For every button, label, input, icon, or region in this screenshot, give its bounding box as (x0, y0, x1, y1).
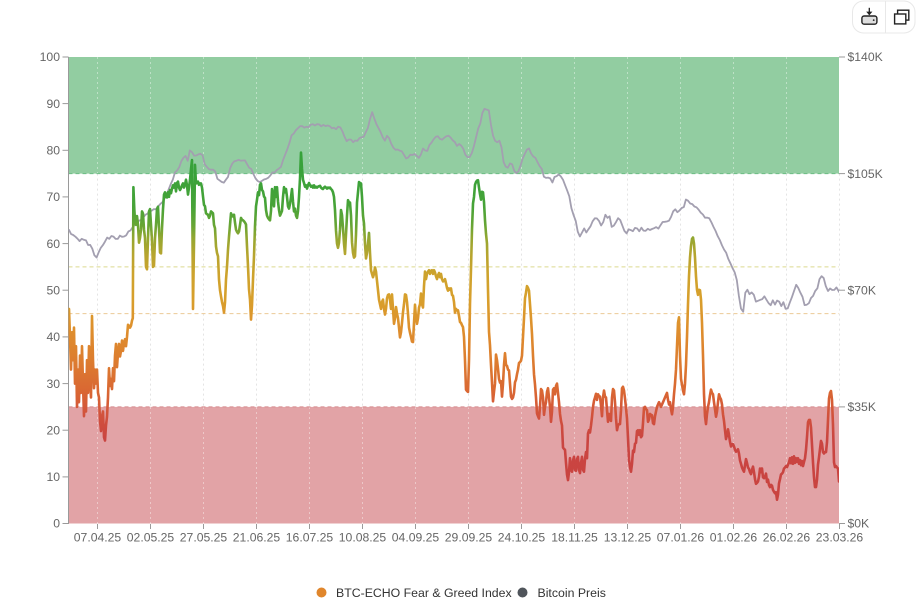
svg-text:23.03.26: 23.03.26 (816, 531, 864, 545)
svg-text:$0K: $0K (848, 517, 870, 531)
svg-text:30: 30 (46, 377, 60, 391)
svg-text:50: 50 (46, 283, 60, 297)
svg-text:13.12.25: 13.12.25 (604, 531, 652, 545)
svg-text:16.07.25: 16.07.25 (286, 531, 334, 545)
svg-text:26.02.26: 26.02.26 (763, 531, 811, 545)
svg-text:21.06.25: 21.06.25 (233, 531, 281, 545)
svg-text:18.11.25: 18.11.25 (551, 531, 598, 545)
svg-text:Bitcoin Preis: Bitcoin Preis (538, 586, 606, 600)
svg-text:27.05.25: 27.05.25 (180, 531, 228, 545)
svg-text:10: 10 (46, 470, 60, 484)
svg-text:20: 20 (46, 423, 60, 437)
svg-text:04.09.25: 04.09.25 (392, 531, 440, 545)
svg-text:$105K: $105K (848, 167, 883, 181)
svg-text:$35K: $35K (848, 400, 876, 414)
svg-text:100: 100 (40, 50, 61, 64)
svg-text:02.05.25: 02.05.25 (127, 531, 175, 545)
svg-text:70: 70 (46, 190, 60, 204)
svg-text:10.08.25: 10.08.25 (339, 531, 387, 545)
svg-text:40: 40 (46, 330, 60, 344)
svg-text:0: 0 (53, 517, 60, 531)
svg-text:BTC-ECHO Fear & Greed Index: BTC-ECHO Fear & Greed Index (336, 586, 512, 600)
svg-text:60: 60 (46, 237, 60, 251)
svg-text:07.04.25: 07.04.25 (74, 531, 122, 545)
svg-text:80: 80 (46, 144, 60, 158)
svg-text:07.01.26: 07.01.26 (657, 531, 705, 545)
svg-text:$140K: $140K (848, 50, 883, 64)
svg-text:01.02.26: 01.02.26 (710, 531, 758, 545)
svg-text:29.09.25: 29.09.25 (445, 531, 493, 545)
svg-text:$70K: $70K (848, 283, 876, 297)
svg-text:90: 90 (46, 97, 60, 111)
svg-text:24.10.25: 24.10.25 (498, 531, 546, 545)
